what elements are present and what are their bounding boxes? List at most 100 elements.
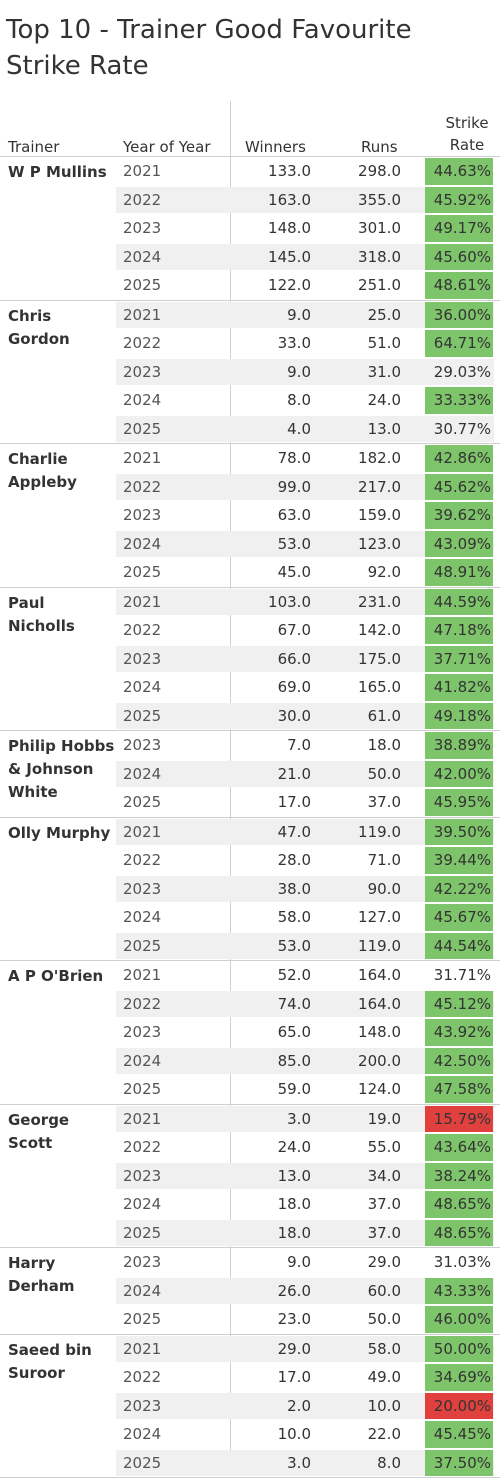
strike-rate-cell: 41.82% bbox=[434, 673, 491, 702]
strike-rate-cell: 47.58% bbox=[434, 1075, 491, 1104]
runs-cell: 49.0 bbox=[368, 1363, 401, 1392]
winners-cell: 3.0 bbox=[287, 1105, 311, 1134]
strike-rate-cell: 39.44% bbox=[434, 846, 491, 875]
runs-cell: 200.0 bbox=[358, 1047, 401, 1076]
runs-cell: 37.0 bbox=[368, 1190, 401, 1219]
year-cell: 2024 bbox=[123, 903, 161, 932]
winners-cell: 148.0 bbox=[268, 214, 311, 243]
winners-cell: 18.0 bbox=[278, 1219, 311, 1248]
header-strike-rate: Strike Rate bbox=[432, 112, 500, 156]
winners-cell: 85.0 bbox=[278, 1047, 311, 1076]
winners-cell: 17.0 bbox=[278, 788, 311, 817]
strike-rate-cell: 45.12% bbox=[434, 990, 491, 1019]
winners-cell: 30.0 bbox=[278, 702, 311, 731]
year-cell: 2021 bbox=[123, 1105, 161, 1134]
year-cell: 2021 bbox=[123, 301, 161, 330]
strike-rate-cell: 49.18% bbox=[434, 702, 491, 731]
strike-rate-cell: 48.65% bbox=[434, 1190, 491, 1219]
year-cell: 2024 bbox=[123, 1420, 161, 1449]
winners-cell: 53.0 bbox=[278, 530, 311, 559]
strike-rate-cell: 45.62% bbox=[434, 473, 491, 502]
strike-rate-cell: 43.64% bbox=[434, 1133, 491, 1162]
year-cell: 2025 bbox=[123, 1449, 161, 1478]
strike-rate-cell: 49.17% bbox=[434, 214, 491, 243]
year-cell: 2023 bbox=[123, 731, 161, 760]
winners-cell: 52.0 bbox=[278, 961, 311, 990]
year-cell: 2025 bbox=[123, 1305, 161, 1334]
winners-cell: 26.0 bbox=[278, 1277, 311, 1306]
year-cell: 2025 bbox=[123, 932, 161, 961]
runs-cell: 51.0 bbox=[368, 329, 401, 358]
strike-rate-cell: 31.71% bbox=[434, 961, 491, 990]
runs-cell: 217.0 bbox=[358, 473, 401, 502]
strike-rate-cell: 37.50% bbox=[434, 1449, 491, 1478]
runs-cell: 58.0 bbox=[368, 1335, 401, 1364]
strike-rate-cell: 44.63% bbox=[434, 157, 491, 186]
year-cell: 2023 bbox=[123, 1162, 161, 1191]
runs-cell: 90.0 bbox=[368, 875, 401, 904]
winners-cell: 7.0 bbox=[287, 731, 311, 760]
winners-cell: 122.0 bbox=[268, 271, 311, 300]
header-runs: Runs bbox=[361, 136, 398, 158]
winners-cell: 78.0 bbox=[278, 444, 311, 473]
runs-cell: 22.0 bbox=[368, 1420, 401, 1449]
year-cell: 2025 bbox=[123, 788, 161, 817]
winners-cell: 17.0 bbox=[278, 1363, 311, 1392]
winners-cell: 59.0 bbox=[278, 1075, 311, 1104]
year-cell: 2021 bbox=[123, 588, 161, 617]
runs-cell: 164.0 bbox=[358, 961, 401, 990]
runs-cell: 148.0 bbox=[358, 1018, 401, 1047]
runs-cell: 159.0 bbox=[358, 501, 401, 530]
header-strike-rate-line2: Rate bbox=[432, 134, 500, 156]
year-cell: 2021 bbox=[123, 157, 161, 186]
year-cell: 2021 bbox=[123, 1335, 161, 1364]
strike-rate-cell: 39.50% bbox=[434, 818, 491, 847]
strike-rate-cell: 44.54% bbox=[434, 932, 491, 961]
strike-rate-cell: 48.61% bbox=[434, 271, 491, 300]
strike-rate-cell: 44.59% bbox=[434, 588, 491, 617]
strike-rate-cell: 20.00% bbox=[434, 1392, 491, 1421]
strike-rate-cell: 43.92% bbox=[434, 1018, 491, 1047]
winners-cell: 28.0 bbox=[278, 846, 311, 875]
year-cell: 2023 bbox=[123, 1392, 161, 1421]
runs-cell: 37.0 bbox=[368, 1219, 401, 1248]
winners-cell: 2.0 bbox=[287, 1392, 311, 1421]
winners-cell: 163.0 bbox=[268, 186, 311, 215]
runs-cell: 175.0 bbox=[358, 645, 401, 674]
year-cell: 2024 bbox=[123, 243, 161, 272]
year-cell: 2022 bbox=[123, 1133, 161, 1162]
winners-cell: 47.0 bbox=[278, 818, 311, 847]
winners-cell: 3.0 bbox=[287, 1449, 311, 1478]
winners-cell: 65.0 bbox=[278, 1018, 311, 1047]
runs-cell: 127.0 bbox=[358, 903, 401, 932]
winners-cell: 29.0 bbox=[278, 1335, 311, 1364]
year-cell: 2025 bbox=[123, 702, 161, 731]
runs-cell: 50.0 bbox=[368, 760, 401, 789]
runs-cell: 25.0 bbox=[368, 301, 401, 330]
strike-rate-cell: 64.71% bbox=[434, 329, 491, 358]
winners-cell: 13.0 bbox=[278, 1162, 311, 1191]
